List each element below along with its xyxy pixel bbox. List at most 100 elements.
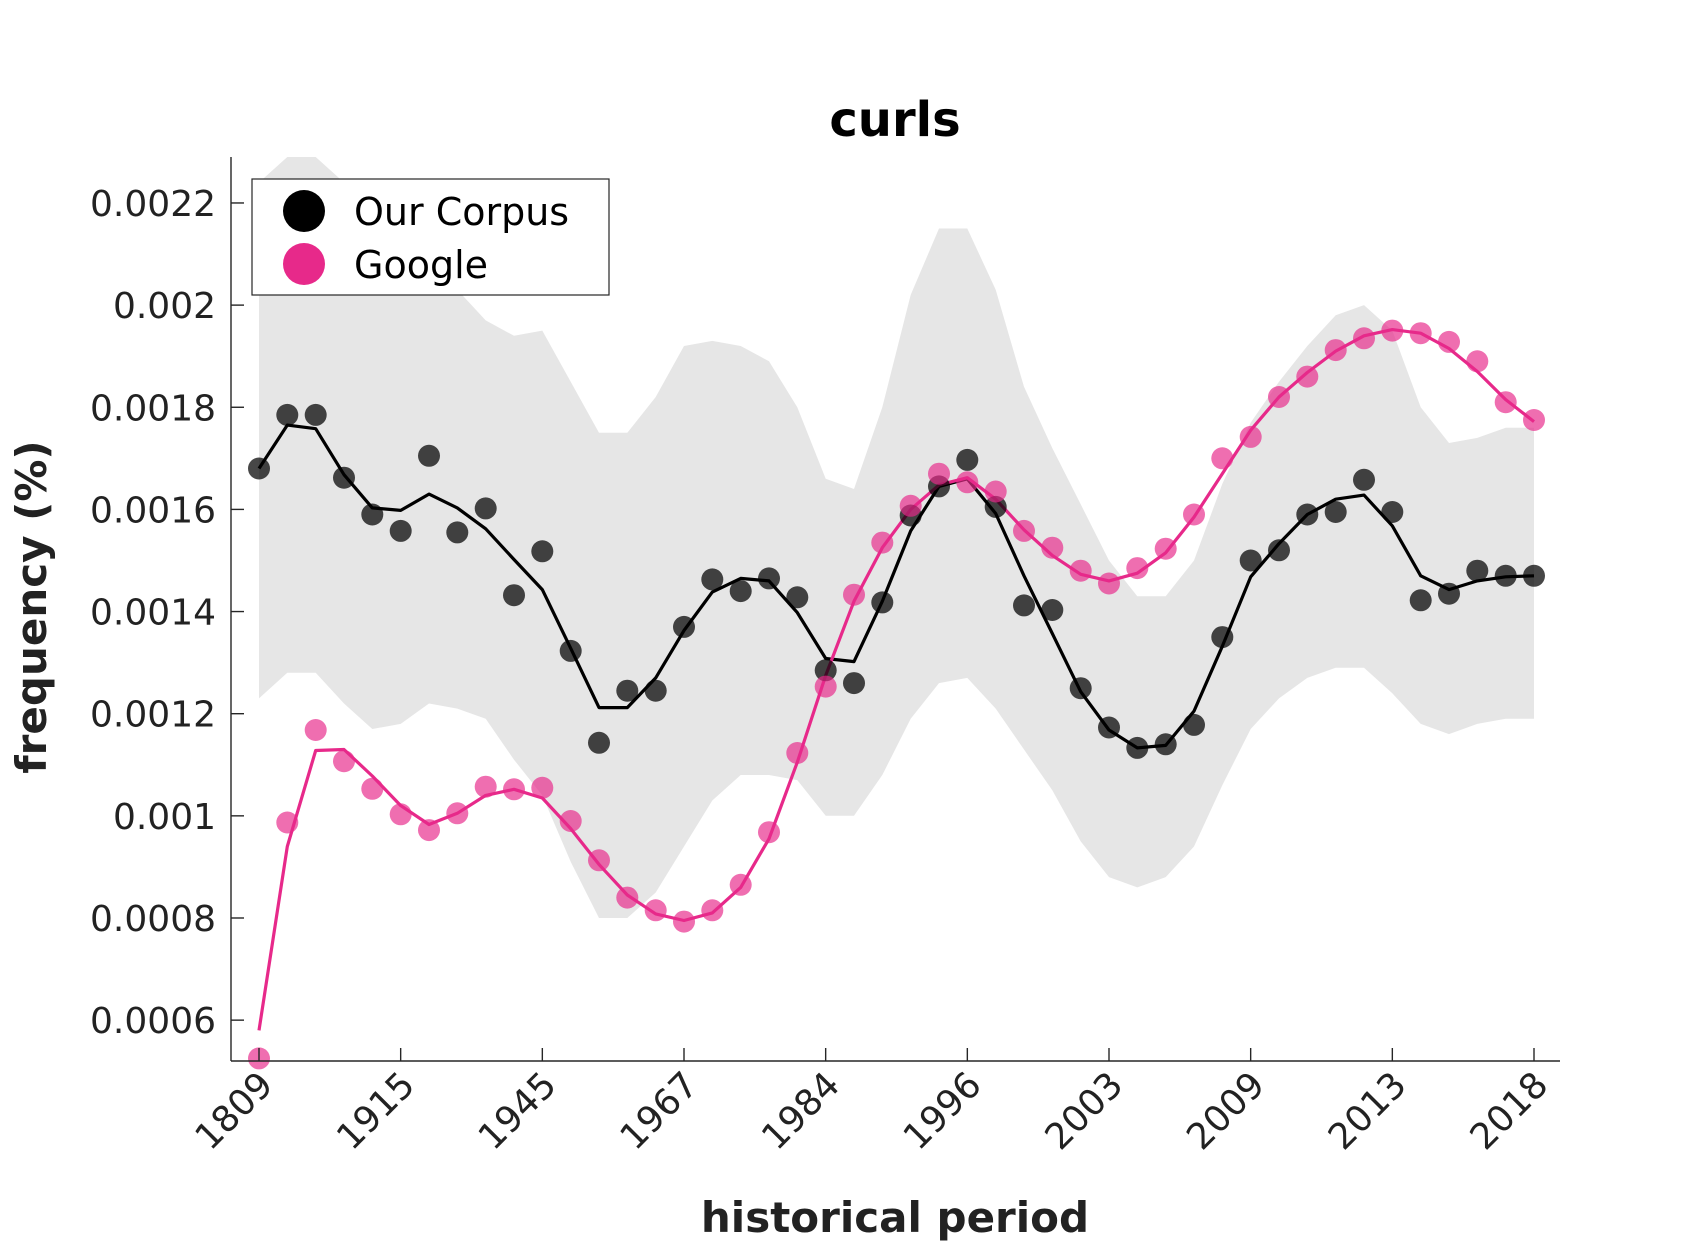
x-axis-ticks: 1809 1915 1945 1967 1984 1996 2003 2009 2013 2018 bbox=[188, 1048, 1557, 1158]
x-tick-label: 1996 bbox=[896, 1064, 990, 1158]
data-point-google-1 bbox=[276, 811, 299, 834]
data-point-our-corpus-25 bbox=[956, 448, 979, 471]
data-point-our-corpus-5 bbox=[389, 519, 412, 542]
data-point-google-31 bbox=[1126, 557, 1149, 580]
data-point-google-6 bbox=[418, 819, 440, 842]
y-axis-label: frequency (%) bbox=[7, 440, 56, 773]
data-point-our-corpus-12 bbox=[588, 731, 610, 754]
legend-label-our-corpus: Our Corpus bbox=[354, 190, 569, 234]
data-point-our-corpus-29 bbox=[1069, 677, 1092, 700]
data-point-google-20 bbox=[814, 675, 837, 698]
data-point-google-27 bbox=[1013, 519, 1035, 542]
data-point-our-corpus-43 bbox=[1466, 559, 1489, 582]
data-point-our-corpus-16 bbox=[701, 568, 724, 591]
data-point-google-21 bbox=[843, 583, 865, 606]
data-point-our-corpus-39 bbox=[1353, 468, 1375, 491]
data-point-google-19 bbox=[786, 742, 809, 764]
x-tick-label: 1915 bbox=[329, 1064, 423, 1158]
data-point-google-15 bbox=[673, 910, 695, 933]
data-point-our-corpus-35 bbox=[1239, 549, 1262, 572]
data-point-google-32 bbox=[1154, 537, 1177, 560]
legend-label-google: Google bbox=[354, 243, 488, 287]
data-point-our-corpus-17 bbox=[729, 580, 752, 603]
data-point-google-36 bbox=[1268, 386, 1290, 408]
data-point-google-30 bbox=[1098, 572, 1120, 595]
data-point-google-11 bbox=[559, 810, 582, 832]
x-tick-label: 2003 bbox=[1038, 1064, 1132, 1158]
x-tick-label: 1945 bbox=[471, 1064, 565, 1158]
data-point-google-17 bbox=[729, 873, 752, 896]
data-point-google-23 bbox=[899, 494, 922, 517]
data-point-google-7 bbox=[446, 802, 469, 825]
data-point-google-22 bbox=[871, 531, 894, 554]
x-tick-label: 2013 bbox=[1321, 1064, 1415, 1158]
data-point-our-corpus-6 bbox=[418, 444, 440, 467]
series-point-layer bbox=[248, 319, 1545, 1070]
data-point-google-8 bbox=[474, 775, 497, 798]
data-point-google-12 bbox=[588, 849, 610, 872]
data-point-google-2 bbox=[304, 719, 327, 741]
data-point-our-corpus-27 bbox=[1013, 594, 1035, 617]
data-point-google-35 bbox=[1239, 425, 1262, 448]
data-point-our-corpus-26 bbox=[984, 495, 1007, 518]
data-point-google-10 bbox=[531, 776, 554, 799]
series-line-our-corpus bbox=[257, 423, 1535, 750]
data-point-google-25 bbox=[956, 471, 979, 494]
y-tick-label: 0.0014 bbox=[90, 593, 216, 634]
data-point-google-29 bbox=[1069, 559, 1092, 582]
data-point-our-corpus-7 bbox=[446, 521, 469, 544]
data-point-our-corpus-28 bbox=[1041, 599, 1064, 621]
data-point-our-corpus-8 bbox=[474, 497, 497, 520]
legend-marker-our-corpus bbox=[283, 190, 325, 232]
y-axis-ticks: 0.0006 0.0008 0.001 0.0012 0.0014 0.0016 0.001… bbox=[90, 184, 244, 1042]
data-point-google-9 bbox=[503, 778, 525, 801]
data-point-our-corpus-13 bbox=[616, 679, 639, 702]
y-tick-label: 0.0006 bbox=[90, 1001, 216, 1042]
legend: Our Corpus Google bbox=[251, 178, 610, 296]
confidence-band bbox=[259, 157, 1534, 918]
data-point-google-37 bbox=[1296, 365, 1319, 388]
data-point-google-14 bbox=[644, 899, 667, 922]
y-tick-label: 0.0016 bbox=[90, 490, 216, 531]
data-point-google-34 bbox=[1211, 447, 1234, 470]
data-point-google-43 bbox=[1466, 350, 1489, 373]
data-point-google-41 bbox=[1409, 322, 1432, 345]
data-point-our-corpus-31 bbox=[1126, 736, 1149, 759]
data-point-our-corpus-32 bbox=[1154, 733, 1177, 756]
data-point-our-corpus-22 bbox=[871, 591, 894, 614]
data-point-our-corpus-11 bbox=[559, 639, 582, 662]
data-point-our-corpus-14 bbox=[644, 679, 667, 702]
data-point-google-4 bbox=[361, 777, 384, 800]
confidence-band-layer bbox=[259, 157, 1534, 918]
series-line-google bbox=[257, 328, 1535, 1031]
x-tick-label: 1967 bbox=[613, 1064, 707, 1158]
data-point-our-corpus-18 bbox=[758, 567, 780, 590]
data-point-google-3 bbox=[333, 750, 355, 773]
data-point-google-28 bbox=[1041, 536, 1064, 559]
x-tick-label: 2009 bbox=[1179, 1064, 1273, 1158]
data-point-google-26 bbox=[984, 480, 1007, 503]
data-point-google-13 bbox=[616, 886, 639, 909]
y-tick-label: 0.0012 bbox=[90, 695, 216, 736]
x-tick-label: 1809 bbox=[188, 1064, 282, 1158]
data-point-our-corpus-41 bbox=[1409, 589, 1432, 612]
chart-title: curls bbox=[829, 92, 960, 148]
data-point-our-corpus-42 bbox=[1438, 582, 1460, 605]
data-point-our-corpus-0 bbox=[248, 457, 270, 480]
data-point-our-corpus-9 bbox=[503, 584, 525, 607]
data-point-our-corpus-15 bbox=[673, 615, 695, 638]
data-point-google-42 bbox=[1438, 330, 1460, 353]
x-tick-label: 2018 bbox=[1463, 1064, 1557, 1158]
data-point-google-18 bbox=[758, 821, 780, 844]
data-point-google-44 bbox=[1494, 391, 1517, 414]
y-tick-label: 0.0018 bbox=[90, 388, 216, 429]
data-point-google-33 bbox=[1183, 503, 1205, 526]
x-axis-label: historical period bbox=[701, 1193, 1089, 1242]
y-tick-label: 0.002 bbox=[113, 286, 216, 327]
x-tick-label: 1984 bbox=[754, 1064, 848, 1158]
axes bbox=[230, 157, 1560, 1062]
data-point-our-corpus-38 bbox=[1324, 501, 1347, 523]
data-point-our-corpus-45 bbox=[1523, 564, 1545, 587]
data-point-our-corpus-33 bbox=[1183, 713, 1205, 736]
data-point-our-corpus-10 bbox=[531, 540, 554, 563]
